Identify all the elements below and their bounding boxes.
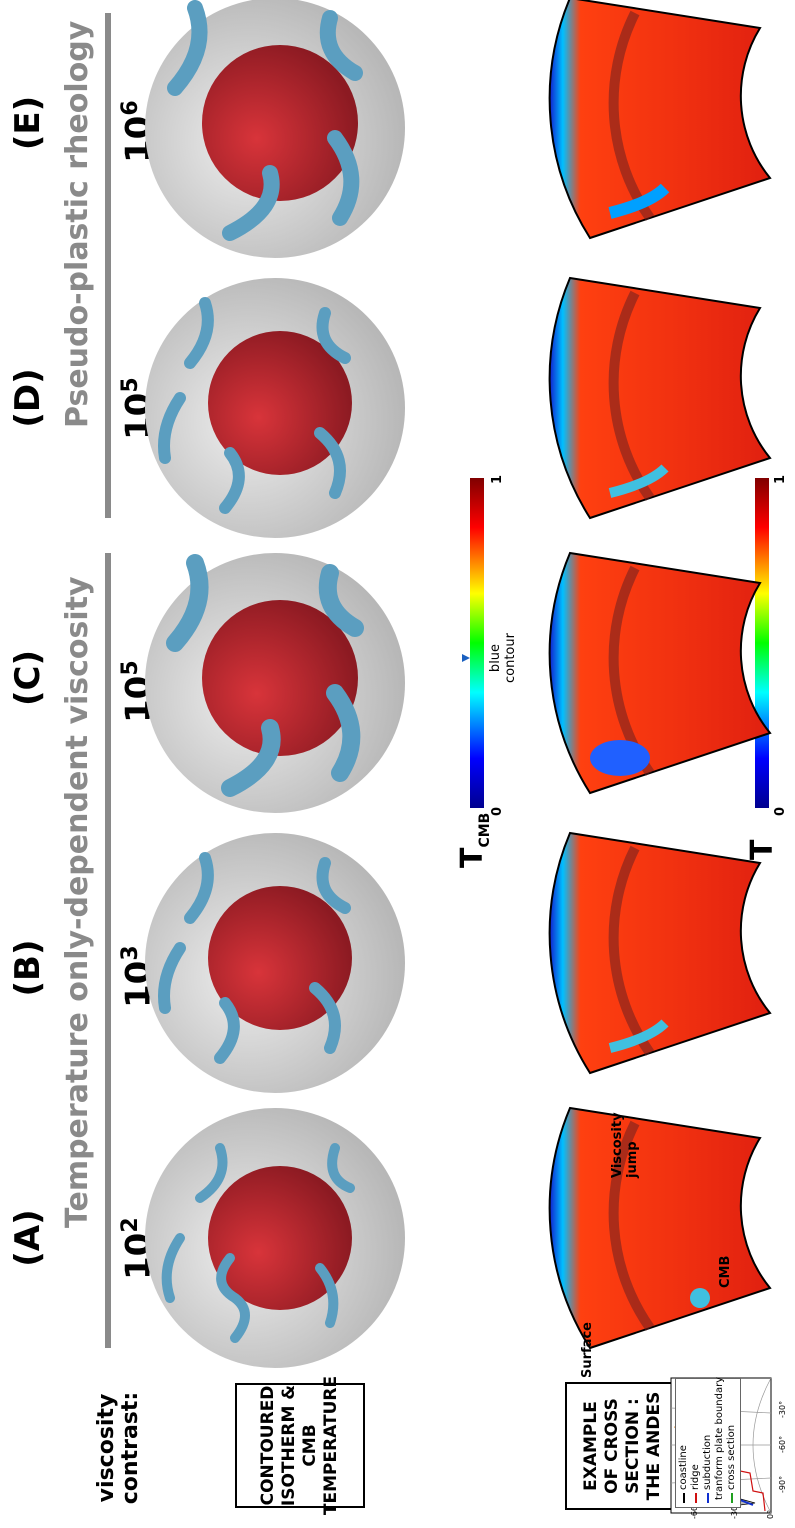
- cross-section-b: [548, 831, 772, 1075]
- cross-section-a: [548, 1106, 772, 1350]
- blue-contour-marker: [462, 654, 470, 662]
- lat-tick-2: -60°: [690, 1502, 699, 1519]
- sphere-e: [145, 0, 405, 258]
- viscosity-jump-label: Viscosity jump: [610, 1112, 640, 1178]
- cross-section-d: [548, 276, 772, 520]
- sphere-a: [145, 1108, 405, 1368]
- sphere-c: [145, 553, 405, 813]
- cross-section-e: [548, 0, 772, 240]
- lat-tick-1: -30°: [730, 1502, 739, 1519]
- cross-section-c: [548, 551, 772, 795]
- lon-tick-0: -90°: [778, 1476, 787, 1493]
- surface-label: Surface: [580, 1322, 595, 1378]
- sphere-b: [145, 833, 405, 1093]
- sphere-d: [145, 278, 405, 538]
- lon-tick-1: -60°: [778, 1436, 787, 1453]
- cmb-label: CMB: [718, 1255, 733, 1288]
- lon-tick-2: -30°: [778, 1401, 787, 1418]
- lat-tick-0: 0°: [766, 1510, 775, 1519]
- tcmb-colorbar: [470, 478, 484, 808]
